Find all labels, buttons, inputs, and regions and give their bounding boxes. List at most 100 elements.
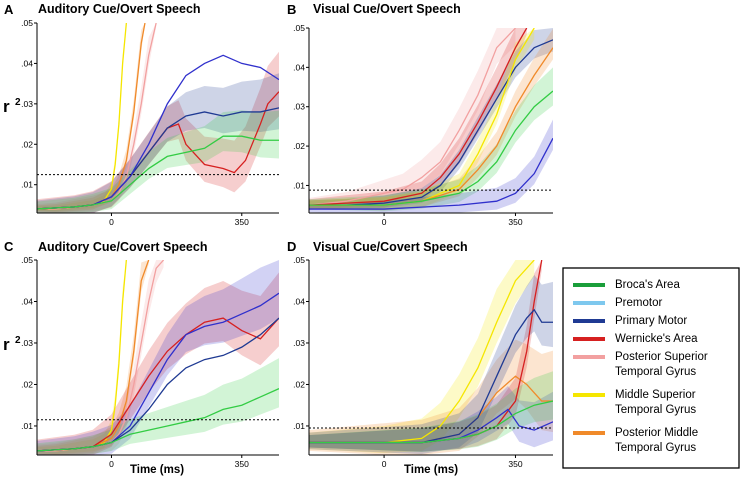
x-tick-label: 350	[235, 217, 249, 227]
legend-label: Broca's Area	[615, 279, 680, 291]
x-tick-label: 0	[382, 217, 387, 227]
series-line	[309, 28, 528, 206]
series-band	[309, 119, 553, 213]
legend-swatch	[573, 431, 605, 435]
y-tick-label: .04	[293, 62, 305, 72]
y-tick-label: .01	[293, 180, 305, 190]
legend-swatch	[573, 337, 605, 341]
series-band	[309, 28, 527, 210]
panel-series-group	[309, 260, 553, 455]
panel-c-y-axis-label: r	[3, 335, 10, 354]
panel-series-group	[37, 260, 279, 455]
y-tick-label: .01	[293, 421, 305, 431]
series-line	[309, 28, 516, 206]
series-band	[309, 28, 516, 210]
legend-items: Broca's Area Premotor Primary Motor Wernick…	[573, 279, 708, 454]
panel-a-y-axis-label-sup: 2	[15, 97, 21, 108]
series-band	[37, 110, 279, 213]
legend-label: Temporal Gyrus	[615, 442, 696, 454]
panel-c-plot: .01 .02 .03 .04 .05 0 350	[21, 255, 279, 469]
y-tick-label: .05	[293, 255, 305, 265]
series-band	[309, 274, 553, 455]
panel-d-letter: D	[287, 239, 296, 254]
legend-label: Middle Superior	[615, 389, 696, 401]
panel-series-group	[309, 28, 553, 213]
legend: Broca's Area Premotor Primary Motor Wernick…	[562, 267, 740, 469]
series-band	[309, 28, 553, 211]
x-tick-label: 350	[235, 459, 249, 469]
panel-c-title: Auditory Cue/Covert Speech	[38, 240, 207, 254]
panel-d-plot: .01 .02 .03 .04 .05 0 350	[293, 255, 553, 469]
legend-label: Temporal Gyrus	[615, 366, 696, 378]
series-line	[309, 400, 553, 444]
panel-a-plot: .01 .02 .03 .04 .05 0 350	[21, 18, 279, 227]
panel-c: C Auditory Cue/Covert Speech r 2 .01 .02.…	[3, 239, 279, 476]
series-band	[37, 260, 149, 455]
legend-label: Wernicke's Area	[615, 333, 698, 345]
series-band	[309, 371, 553, 453]
y-tick-label: .03	[293, 338, 305, 348]
y-tick-label: .01	[21, 421, 33, 431]
legend-swatch	[573, 355, 605, 359]
series-line	[37, 260, 128, 452]
series-band	[309, 28, 535, 211]
y-tick-label: .05	[21, 255, 33, 265]
x-tick-label: 350	[508, 459, 522, 469]
x-tick-label: 350	[508, 217, 522, 227]
x-tick-label: 0	[382, 459, 387, 469]
panel-d: D Visual Cue/Covert Speech .01 .02 .03 .04.…	[287, 239, 553, 476]
y-tick-label: .01	[21, 180, 33, 190]
legend-swatch	[573, 319, 605, 323]
series-band	[309, 260, 535, 454]
panel-a-letter: A	[4, 2, 14, 17]
panel-a: A Auditory Cue/Overt Speech r 2 .01.02.0…	[3, 2, 279, 227]
series-band	[309, 339, 553, 455]
legend-swatch	[573, 301, 605, 305]
series-line	[37, 135, 279, 210]
series-band	[309, 386, 553, 452]
series-band	[37, 260, 279, 455]
panel-b-letter: B	[287, 2, 296, 17]
y-tick-label: .02	[21, 139, 33, 149]
series-line	[309, 137, 553, 210]
y-tick-label: .05	[293, 23, 305, 33]
legend-label: Posterior Superior	[615, 351, 708, 363]
y-tick-label: .02	[293, 141, 305, 151]
y-tick-label: .03	[21, 338, 33, 348]
x-tick-label: 0	[109, 217, 114, 227]
series-band	[309, 67, 553, 212]
y-tick-label: .04	[293, 296, 305, 306]
series-band	[37, 23, 157, 213]
series-line	[309, 39, 553, 206]
panel-b-plot: .01 .02 .03 .04 .05 0 350	[293, 23, 553, 227]
series-band	[37, 358, 279, 455]
panel-d-title: Visual Cue/Covert Speech	[313, 240, 468, 254]
panel-c-y-axis-label-sup: 2	[15, 335, 21, 346]
y-tick-label: .03	[293, 102, 305, 112]
series-band	[37, 73, 279, 213]
series-line	[37, 23, 128, 210]
y-tick-label: .05	[21, 18, 33, 28]
panel-b-title: Visual Cue/Overt Speech	[313, 2, 461, 16]
x-tick-label: 0	[109, 459, 114, 469]
y-tick-label: .04	[21, 58, 33, 68]
panel-a-title: Auditory Cue/Overt Speech	[38, 2, 201, 16]
panel-c-letter: C	[4, 239, 14, 254]
legend-label: Posterior Middle	[615, 427, 698, 439]
legend-label: Temporal Gyrus	[615, 404, 696, 416]
legend-label: Premotor	[615, 297, 662, 309]
series-band	[309, 28, 553, 210]
series-line	[309, 90, 553, 206]
y-tick-label: .02	[293, 379, 305, 389]
panel-c-x-axis-label: Time (ms)	[130, 464, 184, 476]
legend-label: Primary Motor	[615, 315, 687, 327]
panel-d-x-axis-label: Time (ms)	[404, 464, 458, 476]
legend-swatch	[573, 393, 605, 397]
series-line	[37, 388, 279, 452]
y-tick-label: .03	[21, 99, 33, 109]
y-tick-label: .02	[21, 379, 33, 389]
panel-a-y-axis-label: r	[3, 97, 10, 116]
y-tick-label: .04	[21, 296, 33, 306]
legend-swatch	[573, 283, 605, 287]
